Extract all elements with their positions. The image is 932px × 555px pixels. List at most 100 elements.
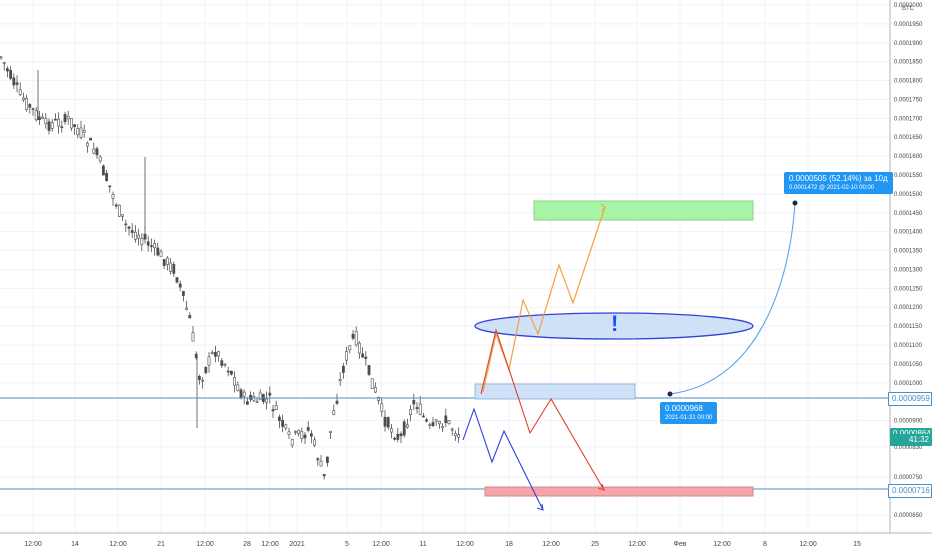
time-tick-label: 12:00 [24,541,42,548]
price-tick-label: 0.0001250 [894,286,923,292]
candle-body [204,366,208,373]
measure-tooltip-main: 0.0000505 (52.14%) за 10д [789,174,888,183]
candle-body [198,375,201,380]
candle-body [246,401,249,405]
candle-body [233,377,237,386]
time-tick-label: 12:00 [542,541,560,548]
candle-body [86,142,89,147]
candle-body [118,204,121,217]
candle-body [150,245,153,247]
candle-body [444,415,448,423]
candle-body [425,419,429,422]
bearish-path-red-arrowhead [597,483,605,491]
candle-body [303,434,307,439]
candle-body [335,400,339,404]
candle-body [313,439,317,446]
time-tick-label: 28 [243,541,251,548]
candle-body [108,185,112,188]
price-tick-label: 0.0000750 [894,475,923,481]
candle-body [70,118,73,129]
bearish-path-blue [462,407,544,511]
candle-body [47,121,51,131]
candle-body [220,360,224,366]
candle-body [348,345,352,351]
annotation-marker[interactable]: ! [611,311,619,336]
candle-body [258,392,262,401]
price-tag: 41:32 [890,434,932,447]
candle-body [153,243,157,249]
price-tick-label: 0.0001050 [894,362,923,368]
time-tick-label: 15 [853,541,861,548]
candle-body [322,474,326,477]
candle-body [127,226,131,229]
candle-body [114,204,118,207]
candle-body [146,241,150,246]
candle-body [21,97,25,101]
candle-body [409,409,413,415]
candle-body [265,398,269,403]
candle-body [287,431,291,435]
currency-label: BTC [902,6,914,12]
candle-body [37,116,41,121]
time-tick-label: 18 [505,541,513,548]
candle-body [9,69,13,79]
price-tick-label: 0.0001950 [894,22,923,28]
price-tag: 0.0000959 [888,392,932,407]
price-tick-label: 0.0001650 [894,135,923,141]
price-tick-label: 0.0001350 [894,249,923,255]
candle-body [274,405,278,411]
price-tick-label: 0.0001100 [894,343,923,349]
candle-body [415,407,419,409]
candle-body [354,330,358,346]
candle-body [57,118,61,127]
candle-body [166,257,169,265]
price-tick-label: 0.0001900 [894,41,923,47]
candle-body [182,291,185,296]
candle-body [207,356,211,366]
candle-body [300,431,304,439]
time-tick-label: 12:00 [261,541,279,548]
measure-tooltip-sub: 0.0001472 @ 2021-02-10 00:00 [789,185,875,191]
candle-body [367,365,371,375]
candle-body [383,416,387,427]
candle-body [50,122,54,129]
candle-body [12,77,16,86]
candle-body [434,419,438,422]
time-tick-label: 12:00 [372,541,390,548]
time-axis-bg [0,533,932,550]
candle-body [268,392,272,396]
candle-body [214,351,217,357]
candle-body [319,460,323,467]
candle-body [309,433,313,437]
measure-tooltip[interactable]: 0.0000505 (52.14%) за 10д 0.0001472 @ 20… [784,172,893,194]
candle-body [76,128,80,135]
time-axis[interactable]: 12:00 14 12:00 21 12:00 28 12:00 2021 5 12:00 11 12… [0,532,932,550]
drawings[interactable] [0,200,890,511]
candle-body [271,409,275,412]
candle-body [418,403,422,415]
price-axis[interactable]: 0.0002000 0.0001950 0.0001900 0.0001850 0.00… [889,0,932,533]
target-zone-green [533,200,754,221]
candle-body [386,417,390,428]
candle-body [325,456,329,463]
candle-body [396,433,400,440]
bearish-path-blue-arrowhead [536,503,544,511]
candle-body [242,391,246,397]
candle-body [373,387,377,393]
candle-body [361,353,365,358]
start-tooltip-sub: 2021-01-31 00:00 [665,415,713,421]
start-tooltip[interactable]: 0.0000968 2021-01-31 00:00 [660,402,718,424]
time-tick-label: 14 [71,541,79,548]
time-tick-label: 12:00 [456,541,474,548]
time-tick-label: 11 [419,541,426,548]
candle-body [105,172,109,182]
candle-body [178,283,182,288]
candle-body [402,421,406,436]
candle-body [281,419,285,427]
candle-body [98,156,102,162]
candle-body [421,415,425,418]
candle-body [239,389,243,398]
candle-body [293,431,297,433]
